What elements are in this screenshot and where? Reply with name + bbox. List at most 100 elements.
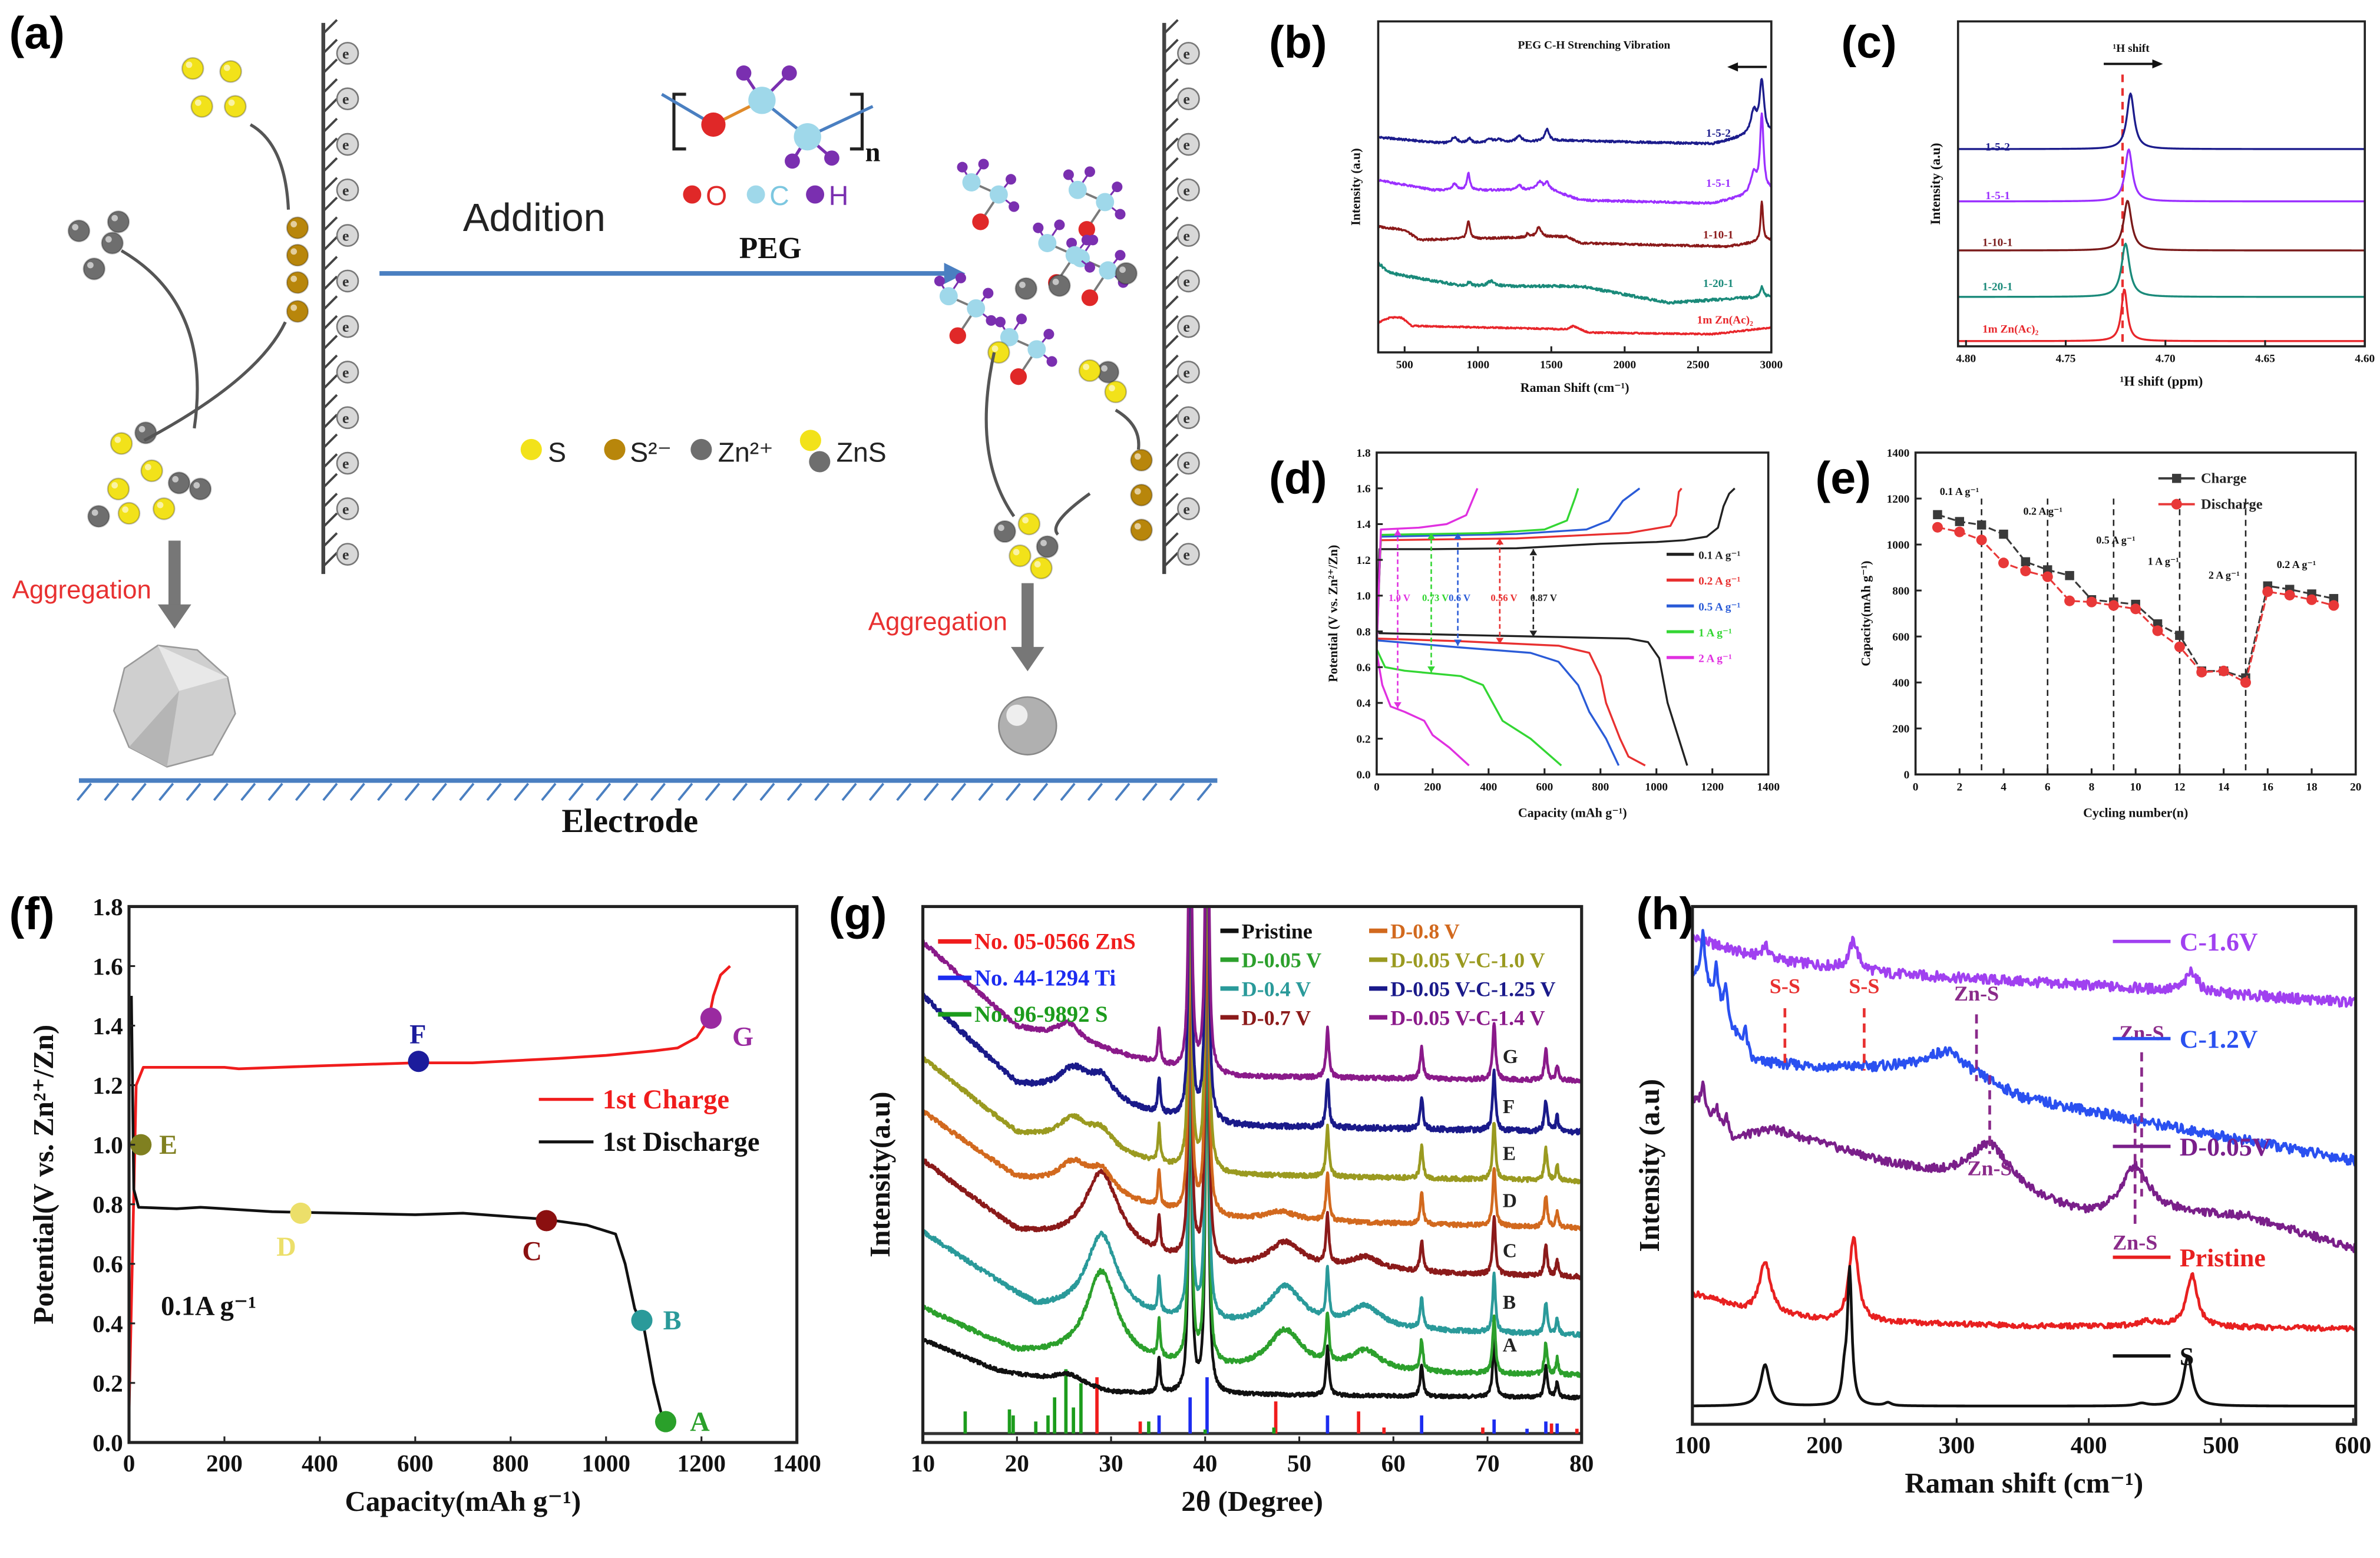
electron-label: e <box>342 273 349 290</box>
electron-label: e <box>1183 273 1189 290</box>
hydrogen-atom-icon <box>1112 181 1123 193</box>
x-tick-label: 6 <box>2045 781 2051 793</box>
x-tick-label: 1000 <box>1645 781 1668 793</box>
voltage-gap-label: 0.6 V <box>1449 592 1470 603</box>
electron-label: e <box>342 136 349 153</box>
y-axis-title: Potential (V vs. Zn²⁺/Zn) <box>1325 545 1340 682</box>
electron-label: e <box>342 227 349 245</box>
down-arrow-icon <box>157 604 191 629</box>
x-tick-label: 1200 <box>677 1450 726 1477</box>
small-zns-particle-icon <box>998 696 1057 756</box>
series-label: 1-5-1 <box>1985 190 2010 202</box>
wall-hatch <box>322 58 338 74</box>
electron-icon <box>336 497 359 520</box>
legend-label: 1st Charge <box>603 1085 729 1115</box>
hydrogen-atom-icon <box>983 288 994 299</box>
voltage-gap-label: 0.73 V <box>1422 592 1449 603</box>
x-axis-title: Cycling number(n) <box>2083 805 2188 820</box>
down-arrow-shaft <box>1022 583 1034 650</box>
state-point-A <box>654 1411 677 1432</box>
chart-f: A B C D E F G 0 200 400 600 800 1000 1200 1400 0.0 0.2 0.… <box>27 893 821 1517</box>
arrow-left-icon <box>1727 62 1738 72</box>
series-line <box>1692 1080 2356 1253</box>
voltage-gap-label: 1.0 V <box>1389 592 1410 603</box>
oxygen-atom-icon <box>949 327 966 344</box>
x-axis-title: 2θ (Degree) <box>1181 1485 1323 1517</box>
hatch-mark <box>1033 783 1049 801</box>
wall-hatch <box>322 354 338 370</box>
x-axis-title: Raman shift (cm⁻¹) <box>1905 1467 2143 1499</box>
down-arrow-shaft <box>168 540 181 608</box>
sulfur-icon-highlight <box>228 99 235 106</box>
hydrogen-atom-icon <box>1066 237 1077 249</box>
x-tick-label: 200 <box>1806 1431 1843 1458</box>
series-line <box>923 906 1582 1338</box>
electron-label: e <box>342 181 349 199</box>
sulfur-icon <box>110 432 133 455</box>
state-point-F <box>408 1051 429 1072</box>
sulfur-icon <box>190 95 214 118</box>
curved-arrow <box>1054 492 1091 536</box>
hatch-mark <box>1115 783 1130 801</box>
electron-icon <box>1177 315 1200 338</box>
data-point-circle <box>2064 595 2075 606</box>
hatch-mark <box>568 783 584 801</box>
zinc-ion-icon-highlight <box>1019 282 1026 288</box>
hatch-mark <box>404 783 420 801</box>
arrow-head-icon <box>1529 549 1538 556</box>
series-line <box>923 906 1582 1280</box>
y-axis-title: Potential(V vs. Zn²⁺/Zn) <box>27 1025 60 1325</box>
sulfur-icon-highlight <box>194 99 201 106</box>
wall-hatch <box>1163 315 1179 331</box>
zinc-ion-icon-highlight <box>1101 365 1108 372</box>
curve-label: A <box>1503 1334 1517 1356</box>
electron-icon <box>1177 497 1200 520</box>
hydrogen-atom-icon <box>1115 209 1126 220</box>
zns-icon-zn <box>809 451 831 473</box>
rate-label: 1 A g⁻¹ <box>2148 556 2179 567</box>
state-point-label: E <box>159 1130 177 1160</box>
zinc-ion-icon-highlight <box>105 236 112 243</box>
voltage-gap-label: 0.56 V <box>1490 592 1517 603</box>
legend-label: D-0.05 V-C-1.0 V <box>1390 948 1545 972</box>
carbon-atom-icon <box>989 185 1008 204</box>
hatch-mark <box>295 783 311 801</box>
hatch-mark <box>650 783 666 801</box>
wall-hatch <box>1163 98 1179 114</box>
sulfide-ion-icon-highlight <box>290 220 298 227</box>
panel-label-c: (c) <box>1841 17 1896 68</box>
electron-icon <box>336 224 359 247</box>
x-tick-label: 0 <box>1374 781 1380 793</box>
wall-hatch <box>322 394 338 410</box>
electron-label: e <box>342 91 349 108</box>
oxygen-atom-icon <box>1010 368 1027 385</box>
sulfur-icon <box>117 501 141 525</box>
panel-label-e: (e) <box>1816 453 1871 504</box>
x-tick-label: 600 <box>397 1450 434 1477</box>
curved-arrow <box>143 321 287 442</box>
state-point-label: B <box>663 1306 682 1336</box>
y-axis-title: Intensity (a.u) <box>1633 1079 1665 1252</box>
wall-hatch <box>322 216 338 232</box>
hatch-mark <box>1142 783 1158 801</box>
series-line <box>1376 631 1688 766</box>
carbon-atom-icon <box>939 287 958 306</box>
band-marker-label: Zn-S <box>1954 982 1999 1005</box>
legend-label: D-0.05 V-C-1.4 V <box>1390 1006 1545 1029</box>
sulfide-ion-icon <box>1130 519 1153 542</box>
hatch-mark <box>596 783 611 801</box>
sulfide-ion-icon-highlight <box>290 248 298 255</box>
wall-hatch <box>322 374 338 390</box>
wall-hatch <box>1163 354 1179 370</box>
electron-label: e <box>1183 410 1189 427</box>
sulfide-ion-icon-highlight <box>290 275 298 282</box>
state-point-label: F <box>409 1019 426 1049</box>
series-line <box>129 965 731 1413</box>
y-tick-label: 400 <box>1892 677 1909 689</box>
particles <box>67 57 1153 580</box>
rate-label: 0.2 A g⁻¹ <box>2277 559 2316 570</box>
series-line <box>1376 487 1736 632</box>
carbon-atom-icon <box>1099 261 1118 280</box>
wall-hatch <box>1163 335 1179 351</box>
sulfide-ion-icon <box>286 216 309 240</box>
